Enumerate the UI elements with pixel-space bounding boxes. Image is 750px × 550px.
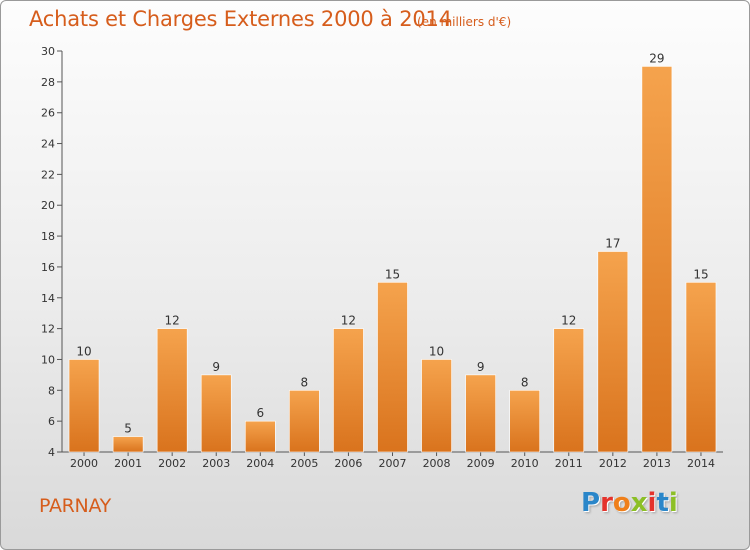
y-tick-label: 26 bbox=[41, 107, 55, 120]
logo-letter: t bbox=[656, 488, 669, 518]
bar bbox=[156, 328, 188, 453]
bar-value-label: 12 bbox=[561, 314, 576, 328]
y-tick-label: 28 bbox=[41, 76, 55, 89]
y-tick-label: 12 bbox=[41, 323, 55, 336]
x-tick-label: 2010 bbox=[511, 457, 539, 470]
y-tick-label: 8 bbox=[48, 384, 55, 397]
city-name: PARNAY bbox=[39, 495, 111, 517]
y-tick-label: 22 bbox=[41, 168, 55, 181]
x-tick-label: 2013 bbox=[643, 457, 671, 470]
bar-value-label: 9 bbox=[477, 360, 485, 374]
y-tick-label: 30 bbox=[41, 45, 55, 58]
bar bbox=[465, 374, 496, 453]
bar bbox=[685, 282, 717, 453]
bar bbox=[421, 359, 452, 453]
x-tick-label: 2004 bbox=[246, 457, 274, 470]
x-tick-label: 2002 bbox=[158, 457, 186, 470]
proxiti-logo: Proxiti bbox=[581, 488, 678, 518]
bar bbox=[553, 328, 585, 453]
y-tick-label: 24 bbox=[41, 138, 55, 151]
bar-value-label: 17 bbox=[605, 237, 620, 251]
bar-value-label: 9 bbox=[212, 360, 220, 374]
bar bbox=[509, 390, 541, 453]
bar-value-label: 10 bbox=[76, 344, 91, 358]
bar-value-label: 12 bbox=[341, 314, 356, 328]
logo-letter: x bbox=[630, 488, 648, 518]
bar-value-label: 15 bbox=[385, 267, 400, 281]
y-tick-label: 20 bbox=[41, 199, 55, 212]
bar-value-label: 12 bbox=[165, 314, 180, 328]
x-tick-label: 2014 bbox=[687, 457, 715, 470]
y-tick-label: 14 bbox=[41, 292, 55, 305]
x-tick-label: 2007 bbox=[379, 457, 407, 470]
bar bbox=[112, 436, 144, 453]
x-tick-label: 2009 bbox=[467, 457, 495, 470]
x-tick-label: 2001 bbox=[114, 457, 142, 470]
x-tick-label: 2008 bbox=[423, 457, 451, 470]
x-tick-label: 2000 bbox=[70, 457, 98, 470]
bar-value-label: 5 bbox=[124, 422, 132, 436]
y-tick-label: 16 bbox=[41, 261, 55, 274]
bar bbox=[68, 359, 100, 453]
bar-value-label: 29 bbox=[649, 51, 664, 65]
logo-letter: i bbox=[647, 488, 657, 518]
bar bbox=[597, 251, 629, 453]
bar bbox=[333, 328, 364, 453]
logo-letter: i bbox=[668, 488, 678, 518]
logo-letter: r bbox=[600, 488, 613, 518]
x-tick-label: 2012 bbox=[599, 457, 627, 470]
y-tick-label: 6 bbox=[48, 415, 55, 428]
chart-subtitle: (en milliers d'€) bbox=[417, 15, 512, 29]
bar-value-label: 10 bbox=[429, 344, 444, 358]
bar-value-label: 8 bbox=[301, 375, 309, 389]
logo-letter: o bbox=[612, 488, 631, 518]
x-tick-label: 2003 bbox=[202, 457, 230, 470]
bar-value-label: 8 bbox=[521, 375, 529, 389]
bar bbox=[289, 390, 320, 453]
bar-value-label: 15 bbox=[693, 267, 708, 281]
y-tick-label: 4 bbox=[48, 446, 55, 459]
x-tick-label: 2011 bbox=[555, 457, 583, 470]
y-tick-label: 18 bbox=[41, 230, 55, 243]
x-tick-label: 2006 bbox=[334, 457, 362, 470]
bar bbox=[200, 374, 232, 453]
bar bbox=[377, 282, 408, 453]
logo-letter: P bbox=[581, 488, 601, 518]
bar bbox=[245, 420, 276, 453]
y-tick-label: 10 bbox=[41, 353, 55, 366]
bar-value-label: 6 bbox=[256, 406, 264, 420]
x-tick-label: 2005 bbox=[290, 457, 318, 470]
bar bbox=[641, 66, 673, 453]
chart-title: Achats et Charges Externes 2000 à 2014 bbox=[29, 7, 452, 31]
